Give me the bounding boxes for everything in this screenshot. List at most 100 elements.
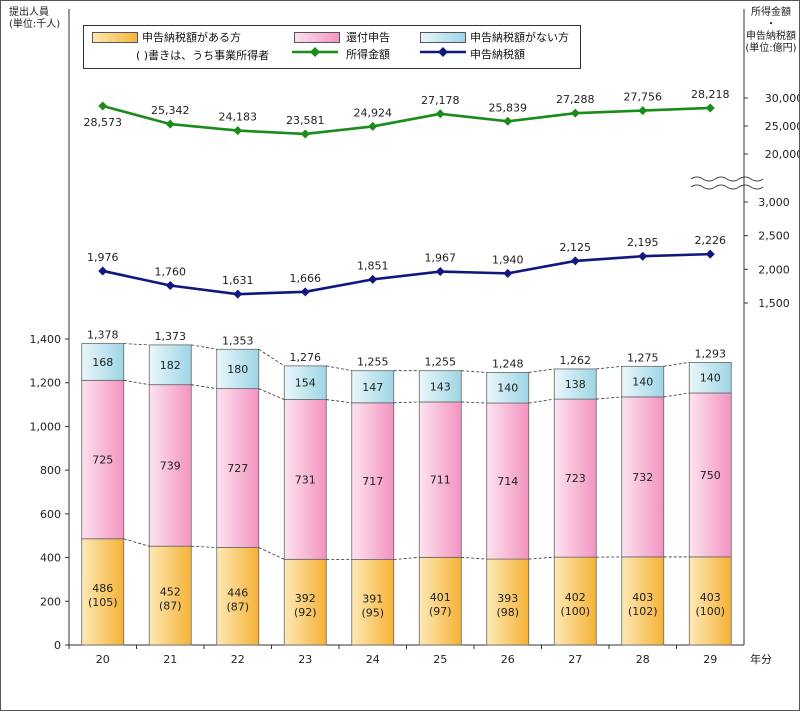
dashed-connector (461, 401, 487, 404)
income-marker (368, 121, 378, 131)
bar-value-label: 731 (295, 473, 316, 486)
bar-sub-label: (87) (226, 600, 249, 613)
dashed-connector (123, 343, 150, 346)
bar-value-label: 143 (430, 380, 451, 393)
right-tick-label: 30,000 (765, 92, 799, 105)
income-marker (98, 101, 108, 111)
bar-value-label: 168 (92, 356, 113, 369)
bar-value-label: 446 (227, 586, 248, 599)
bar-sub-label: (102) (628, 605, 658, 618)
bar-no-tax (216, 348, 260, 390)
income-value-label: 25,839 (489, 101, 528, 114)
bar-refund (148, 384, 192, 547)
bar-no-tax (486, 372, 530, 404)
dashed-connector (258, 547, 285, 560)
legend-label-refund: 還付申告 (346, 31, 390, 44)
right-tick-label: 20,000 (765, 148, 799, 161)
bar-value-label: 393 (497, 592, 518, 605)
bar-value-label: 140 (700, 372, 721, 385)
bar-value-label: 140 (497, 382, 518, 395)
left-axis-title: 提出人員 (単位:千人) (9, 7, 61, 30)
bar-total-label: 1,378 (87, 329, 119, 342)
dashed-connector (191, 384, 217, 390)
bar-sub-label: (95) (361, 606, 384, 619)
dashed-connector (191, 344, 217, 350)
bar-value-label: 392 (295, 592, 316, 605)
x-tick-label: 25 (433, 653, 447, 666)
bar-has-tax (81, 538, 125, 646)
right-tick-label: 1,500 (758, 297, 790, 310)
axis-break-mark (690, 184, 764, 190)
dashed-connector (528, 368, 555, 373)
bar-value-label: 486 (92, 582, 113, 595)
tax-value-label: 1,631 (222, 274, 254, 287)
tax-value-label: 1,760 (155, 265, 187, 278)
right-tick-label: 2,000 (758, 263, 790, 276)
tax-marker (165, 280, 175, 290)
bar-sub-label: (97) (429, 605, 452, 618)
bar-value-label: 138 (565, 378, 586, 391)
bar-refund (216, 388, 260, 548)
bar-value-label: 140 (632, 376, 653, 389)
dashed-connector (596, 396, 622, 400)
bar-total-label: 1,353 (222, 334, 254, 347)
bar-refund (351, 402, 395, 560)
bar-value-label: 403 (632, 591, 653, 604)
bar-value-label: 717 (362, 475, 383, 488)
left-tick-label: 600 (40, 508, 61, 521)
x-tick-label: 22 (231, 653, 245, 666)
bar-refund (621, 396, 665, 558)
bar-sub-label: (100) (560, 605, 590, 618)
income-marker (435, 109, 445, 119)
dashed-connector (123, 379, 150, 386)
dashed-connector (326, 399, 352, 404)
right-axis-title: 所得金額 ・ 申告納税額 (単位:億円) (745, 7, 797, 54)
bar-value-label: 750 (700, 469, 721, 482)
dashed-connector (461, 556, 487, 560)
tax-marker (705, 249, 715, 259)
bar-value-label: 402 (565, 591, 586, 604)
bar-total-label: 1,255 (425, 356, 457, 369)
bar-total-label: 1,275 (627, 351, 659, 364)
legend-note: ( )書きは、うち事業所得者 (136, 49, 270, 62)
x-tick-label: 27 (568, 653, 582, 666)
bar-refund (81, 379, 125, 540)
dashed-connector (393, 556, 420, 560)
income-value-label: 27,756 (624, 91, 663, 104)
left-tick-label: 1,400 (30, 333, 62, 346)
legend-line-income (292, 47, 338, 57)
bar-no-tax (688, 361, 732, 394)
x-tick-label: 29 (703, 653, 717, 666)
bar-sub-label: (98) (496, 606, 519, 619)
tax-value-label: 2,195 (627, 236, 659, 249)
income-value-label: 23,581 (286, 114, 325, 127)
income-value-label: 25,342 (151, 104, 190, 117)
dashed-connector (461, 370, 487, 373)
bar-value-label: 714 (497, 475, 518, 488)
legend-swatch-has-tax (92, 32, 138, 43)
x-tick-label: 20 (96, 653, 110, 666)
dashed-connector (326, 365, 352, 372)
left-tick-label: 0 (54, 639, 61, 652)
legend-swatch-no-tax (420, 32, 466, 43)
x-tick-label: 21 (163, 653, 177, 666)
bar-value-label: 711 (430, 474, 451, 487)
bar-no-tax (621, 365, 665, 398)
x-tick-label: 26 (501, 653, 515, 666)
dashed-connector (596, 365, 622, 370)
bar-has-tax (148, 545, 192, 646)
bar-refund (688, 392, 732, 558)
bar-has-tax (553, 556, 597, 646)
tax-marker (638, 251, 648, 261)
bar-total-label: 1,262 (560, 354, 592, 367)
bar-has-tax (621, 556, 665, 646)
left-tick-label: 800 (40, 464, 61, 477)
income-value-label: 24,924 (354, 106, 393, 119)
bar-sub-label: (92) (294, 606, 317, 619)
income-line (102, 104, 711, 136)
right-tick-label: 25,000 (765, 120, 799, 133)
bar-value-label: 739 (160, 459, 181, 472)
dashed-connector (663, 361, 690, 367)
tax-marker (233, 289, 243, 299)
